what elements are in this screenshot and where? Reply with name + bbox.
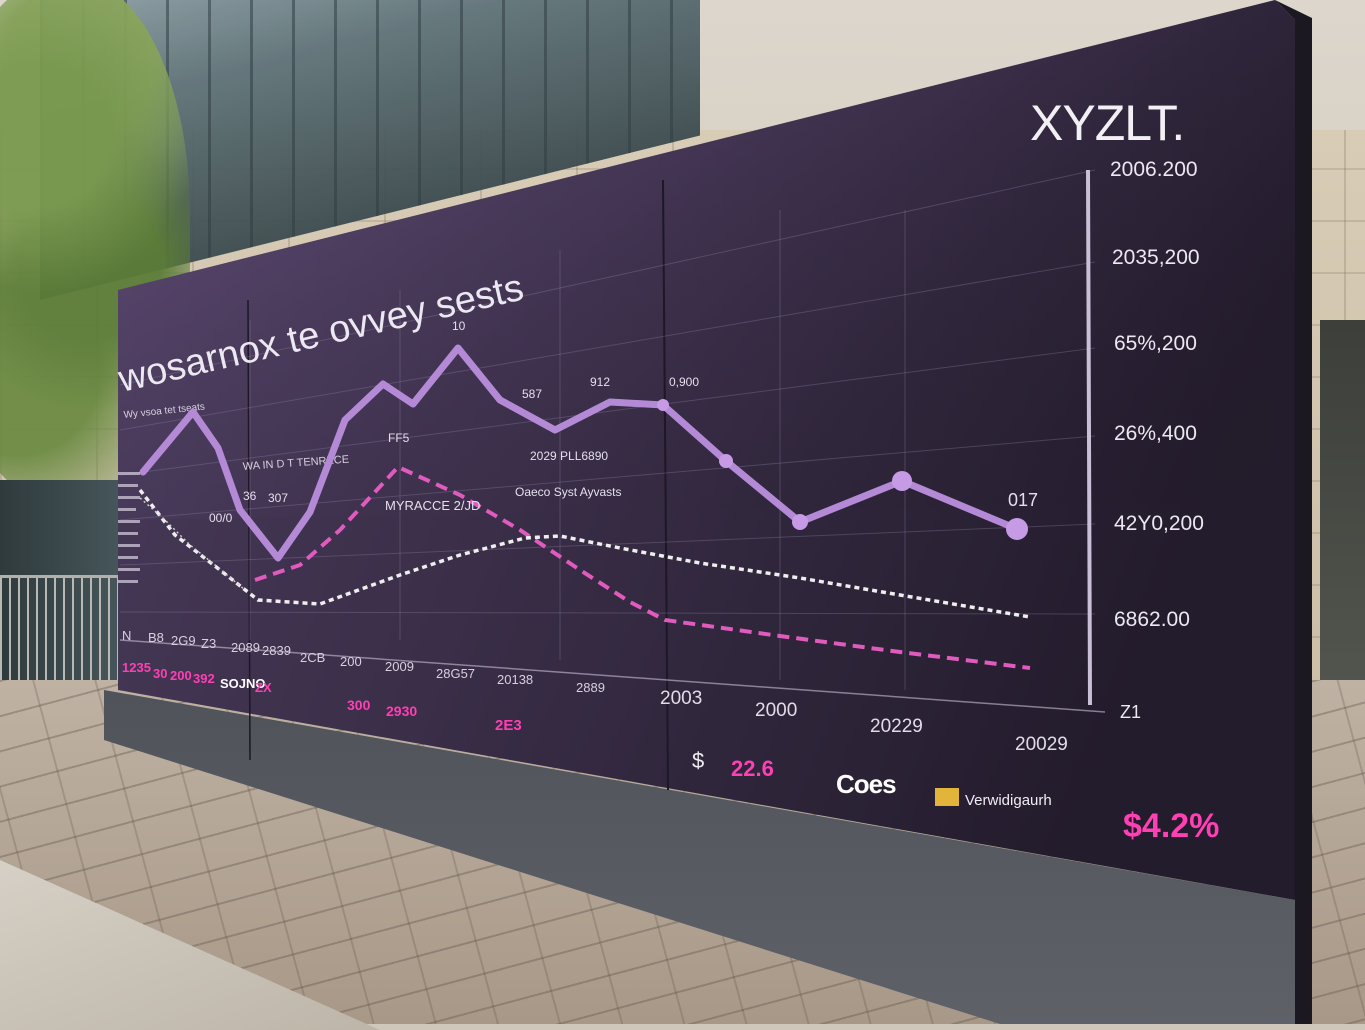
table-row xyxy=(118,472,140,475)
table-row xyxy=(118,580,138,583)
table-row xyxy=(118,568,140,571)
billboard-base xyxy=(104,690,1295,1024)
x-axis-line xyxy=(119,639,1106,713)
point-label: 912 xyxy=(590,375,610,389)
x-tick-label: N xyxy=(122,628,131,643)
table-row xyxy=(118,556,138,559)
point-label: 587 xyxy=(522,387,542,401)
series-markers xyxy=(657,399,1028,540)
data-point xyxy=(719,454,733,468)
series-line-white-dotted xyxy=(138,488,1031,619)
table-row xyxy=(118,520,140,523)
big-percent-value: $4.2% xyxy=(1123,807,1219,845)
x-tick-label: Z3 xyxy=(201,636,216,651)
table-row xyxy=(118,544,140,547)
brand-logo: XYZLT. xyxy=(1030,95,1184,151)
table-row xyxy=(118,508,136,511)
bottom-label: 300 xyxy=(347,697,371,713)
y-axis-line xyxy=(1086,169,1092,706)
x-tick-label: 20229 xyxy=(870,716,923,737)
cost-label: Coes xyxy=(836,769,896,799)
y-tick-label: 6862.00 xyxy=(1114,608,1190,631)
point-label: 017 xyxy=(1008,490,1038,510)
metal-barrier-fence xyxy=(0,575,120,688)
point-label: 0,900 xyxy=(669,375,699,389)
x-tick-labels-left: N B8 2G9 Z3 2089 2839 2CB 200 2009 28G57… xyxy=(122,628,605,695)
y-tick-labels: 2006.200 2035,200 65%,200 26%,400 42Y0,2… xyxy=(1110,158,1204,631)
billboard-glow xyxy=(118,0,1295,520)
x-tick-label: 2G9 xyxy=(171,633,196,648)
x-tick-label: 2839 xyxy=(262,643,291,658)
y-tick-label: 2035,200 xyxy=(1112,246,1200,269)
x-tick-label: 20029 xyxy=(1015,734,1068,755)
y-tick-label: 26%,400 xyxy=(1114,422,1197,445)
bottom-label-row: 1235 30 200 392 SOJNO ZX 300 2930 2E3 xyxy=(122,660,522,734)
point-label: 36 xyxy=(243,489,257,503)
point-label: MYRACCE 2/JD xyxy=(385,498,480,513)
legend-swatch xyxy=(935,788,959,806)
billboard-edge xyxy=(1275,0,1312,1024)
bottom-label: 30 xyxy=(153,666,167,681)
point-label: Oaeco Syst Ayvasts xyxy=(515,485,622,499)
table-row xyxy=(118,532,138,535)
y-tick-label: 42Y0,200 xyxy=(1114,512,1204,535)
point-label: 307 xyxy=(268,491,288,505)
point-label: 2029 PLL6890 xyxy=(530,449,608,463)
table-row xyxy=(118,496,140,499)
point-labels: 10 587 912 0,900 FF5 2029 PLL6890 MYRACC… xyxy=(209,319,1038,525)
x-tick-label: 2009 xyxy=(385,659,414,674)
point-label: 00/0 xyxy=(209,511,233,525)
x-axis-corner-label: Z1 xyxy=(1120,702,1141,722)
x-tick-label: 2003 xyxy=(660,688,702,709)
x-tick-label: 200 xyxy=(340,654,362,669)
gridlines xyxy=(119,169,1096,690)
panel-seam xyxy=(662,179,669,791)
bottom-label: 200 xyxy=(170,668,192,683)
x-tick-label: 28G57 xyxy=(436,666,475,681)
dollar-sign: $ xyxy=(692,748,704,773)
bottom-label: 2930 xyxy=(386,703,417,719)
bottom-label: 1235 xyxy=(122,660,151,675)
point-label: FF5 xyxy=(388,431,410,445)
y-tick-label: 2006.200 xyxy=(1110,158,1198,181)
pink-value: 22.6 xyxy=(731,756,774,781)
x-tick-labels: 2003 2000 20229 20029 xyxy=(660,688,1068,755)
x-tick-label: 2CB xyxy=(300,650,325,665)
x-tick-label: B8 xyxy=(148,630,164,645)
left-data-table xyxy=(118,472,140,583)
bottom-label: 2E3 xyxy=(495,717,522,734)
x-tick-label: 20138 xyxy=(497,672,533,687)
panel-seam xyxy=(247,299,251,761)
point-label: 10 xyxy=(452,319,466,333)
series-line-lavender xyxy=(139,344,1021,562)
y-tick-label: 65%,200 xyxy=(1114,332,1197,355)
data-point xyxy=(1006,518,1028,540)
legend-label: Verwidigaurh xyxy=(965,792,1052,809)
series-line-pink-dashed xyxy=(254,464,1031,670)
bottom-label: 392 xyxy=(193,671,215,686)
x-tick-label: 2089 xyxy=(231,640,260,655)
data-point xyxy=(892,471,912,491)
table-row xyxy=(118,484,138,487)
data-point xyxy=(657,399,669,411)
data-point xyxy=(792,514,808,530)
bottom-label: SOJNO xyxy=(220,676,266,691)
bottom-label: ZX xyxy=(255,680,272,695)
x-tick-label: 2889 xyxy=(576,680,605,695)
x-tick-label: 2000 xyxy=(755,700,797,721)
